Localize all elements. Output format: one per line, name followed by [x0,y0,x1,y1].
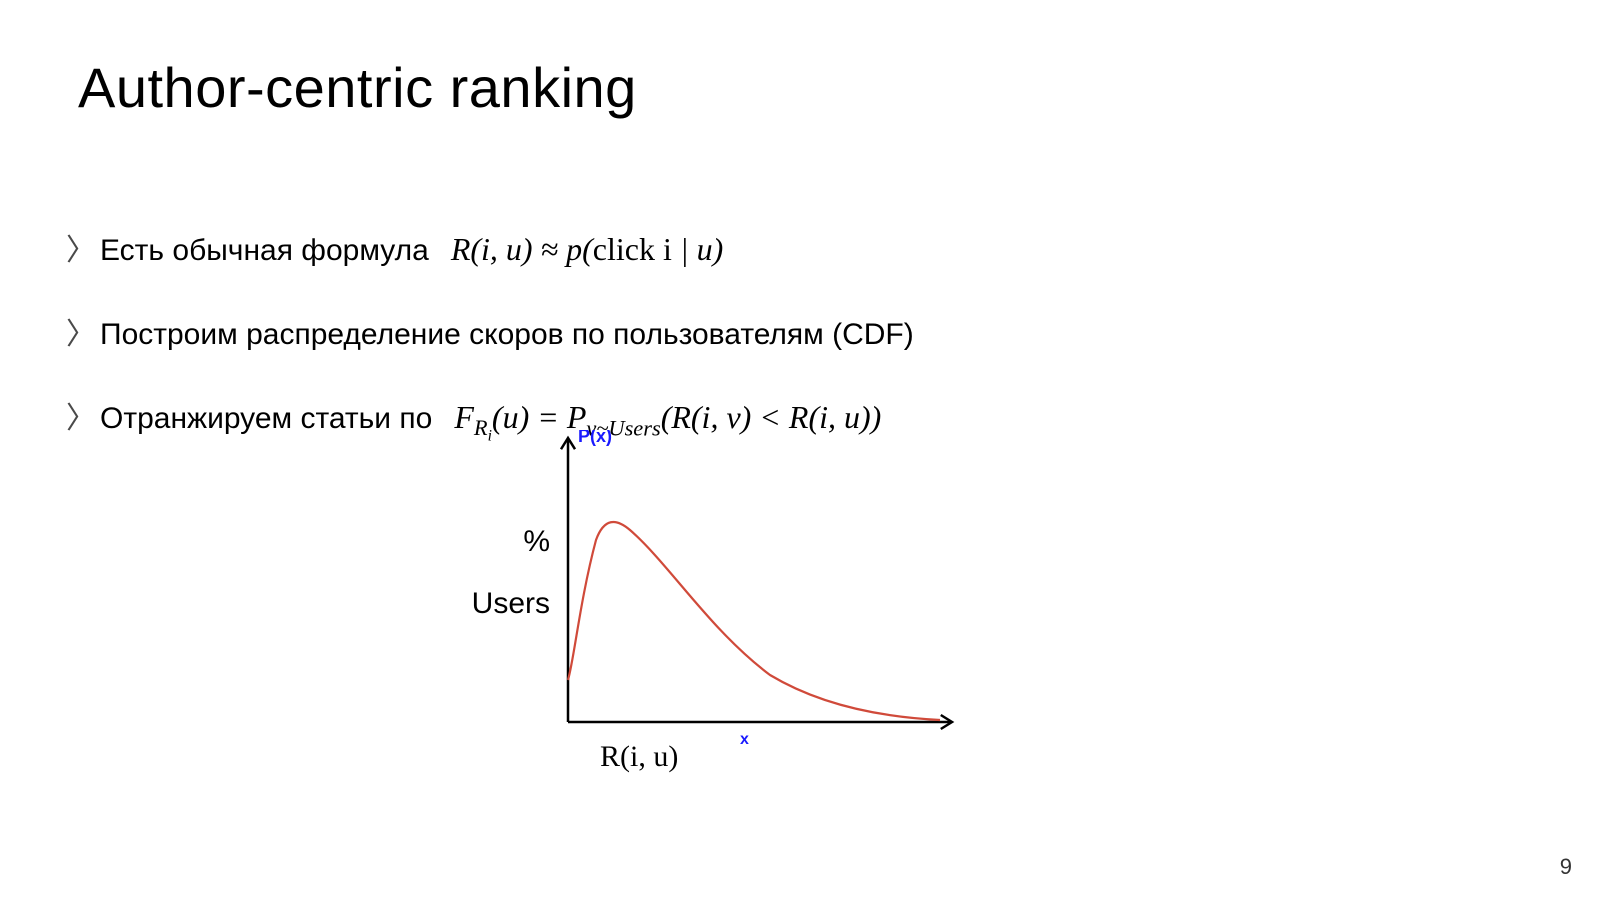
bullet-text: Построим распределение скоров по пользов… [100,318,914,352]
bullet-marker: 〉 [66,393,100,437]
distribution-chart: % Users P(x)x R(i, u) [460,430,1000,790]
chart-svg: P(x) x [560,430,960,780]
bullet-row: 〉Построим распределение скоров по пользо… [66,309,914,353]
chart-y-side-label: % Users [450,525,550,649]
bullet-formula: R(i, u) ≈ p(click i | u) [451,231,724,268]
chart-y-users: Users [450,587,550,621]
chart-y-percent: % [450,525,550,559]
slide-title: Author-centric ranking [78,55,637,120]
chart-x-main-label: R(i, u) [600,740,678,774]
svg-text:x: x [740,731,749,748]
bullet-row: 〉Есть обычная формула R(i, u) ≈ p(click i… [66,225,914,269]
slide: Author-centric ranking 〉Есть обычная фор… [0,0,1600,900]
bullet-text: Есть обычная формула [100,234,429,268]
bullet-marker: 〉 [66,225,100,269]
page-number: 9 [1560,854,1572,880]
bullet-marker: 〉 [66,309,100,353]
bullet-text: Отранжируем статьи по [100,402,432,436]
svg-text:P(x): P(x) [578,430,612,446]
